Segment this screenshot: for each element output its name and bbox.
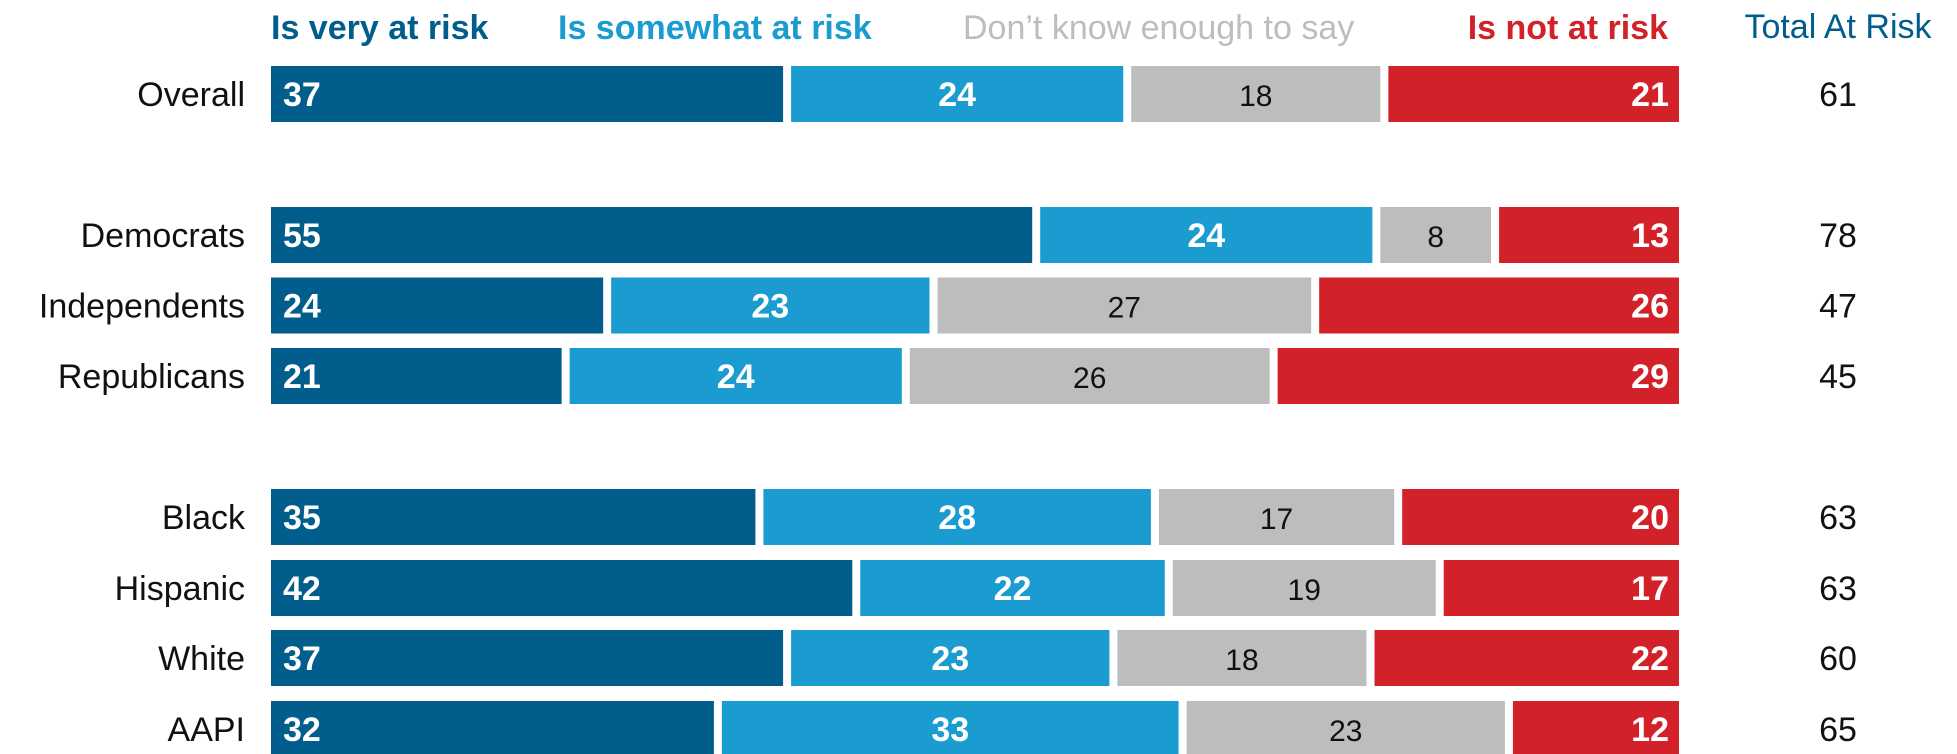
bar-segment — [271, 66, 784, 122]
total-value: 65 — [1819, 711, 1857, 749]
bar-segment — [1277, 348, 1679, 404]
bar-value-label: 26 — [1631, 288, 1669, 326]
bar-segment — [763, 489, 1151, 545]
bar-value-label: 35 — [283, 499, 321, 537]
bar-segment — [1117, 630, 1367, 686]
category-labels: Overall Democrats Independents Republicans B… — [39, 76, 246, 749]
bar-value-label: 19 — [1288, 574, 1321, 607]
bar-segment — [1499, 207, 1679, 263]
bar-segment — [611, 277, 930, 334]
bar-segment — [271, 489, 756, 545]
bar-value-label: 23 — [751, 288, 789, 326]
bar-value-label: 22 — [1631, 640, 1669, 678]
bar-segment — [1402, 489, 1679, 545]
bar-segment — [937, 277, 1312, 334]
bar-segment — [791, 630, 1110, 686]
total-value: 78 — [1819, 217, 1857, 255]
total-value: 63 — [1819, 570, 1857, 608]
bar-value-label: 24 — [283, 288, 321, 326]
legend-item-3: Is not at risk — [1468, 9, 1668, 47]
total-value: 60 — [1819, 640, 1857, 678]
category-label: AAPI — [168, 711, 245, 749]
bar-value-label: 18 — [1239, 80, 1272, 113]
bar-value-label: 8 — [1427, 221, 1444, 254]
bar-value-label: 24 — [1187, 217, 1225, 255]
bar-value-label: 37 — [283, 640, 321, 678]
bar-segment — [271, 630, 784, 686]
bar-segment — [721, 701, 1179, 754]
bar-segment — [1374, 630, 1679, 686]
category-label: Hispanic — [115, 570, 245, 608]
bar-segment — [860, 560, 1165, 616]
bar-value-label: 18 — [1225, 644, 1258, 677]
bar-value-label: 17 — [1260, 503, 1293, 536]
bar-segment — [1380, 207, 1492, 263]
bar-segment — [1443, 560, 1679, 616]
bar-segment — [1186, 701, 1505, 754]
total-value: 47 — [1819, 288, 1857, 326]
bar-value-label: 28 — [938, 499, 976, 537]
bar-segment — [1158, 489, 1395, 545]
bar-segment — [1512, 701, 1679, 754]
bar-segment — [271, 277, 604, 334]
bar-segment — [271, 348, 562, 404]
legend-item-1: Is somewhat at risk — [558, 9, 872, 47]
legend-item-0: Is very at risk — [271, 9, 488, 47]
bar-value-label: 22 — [994, 570, 1032, 608]
bar-value-label: 42 — [283, 570, 321, 608]
bars: 37 24 18 21 55 24 8 13 24 23 27 26 21 24 26 29 35 28 17 20 4… — [271, 66, 1679, 754]
bar-segment — [791, 66, 1124, 122]
bar-segment — [271, 207, 1033, 263]
bar-value-label: 21 — [283, 358, 321, 396]
bar-value-label: 32 — [283, 711, 321, 749]
bar-value-label: 23 — [931, 640, 969, 678]
bar-value-label: 24 — [938, 76, 976, 114]
bar-segment — [909, 348, 1270, 404]
bar-value-label: 20 — [1631, 499, 1669, 537]
bar-value-label: 29 — [1631, 358, 1669, 396]
bar-segment — [1131, 66, 1381, 122]
totals-header: Total At Risk — [1744, 8, 1932, 46]
bar-segment — [1388, 66, 1679, 122]
legend-item-2: Don’t know enough to say — [963, 9, 1354, 47]
bar-value-label: 37 — [283, 76, 321, 114]
bar-value-label: 27 — [1108, 292, 1141, 325]
total-value: 45 — [1819, 358, 1857, 396]
totals-column: 61 78 47 45 63 63 60 65 — [1819, 76, 1857, 749]
bar-value-label: 21 — [1631, 76, 1669, 114]
category-label: Black — [162, 499, 246, 537]
bar-value-label: 26 — [1073, 362, 1106, 395]
bar-segment — [271, 560, 853, 616]
bar-value-label: 33 — [931, 711, 969, 749]
legend: Is very at risk Is somewhat at risk Don’t … — [271, 8, 1933, 47]
bar-value-label: 13 — [1631, 217, 1669, 255]
total-value: 61 — [1819, 76, 1857, 114]
category-label: Overall — [137, 76, 245, 114]
category-label: White — [158, 640, 245, 678]
bar-segment — [1172, 560, 1436, 616]
category-label: Democrats — [81, 217, 245, 255]
bar-value-label: 17 — [1631, 570, 1669, 608]
bar-segment — [1319, 277, 1679, 334]
bar-segment — [271, 701, 714, 754]
category-label: Republicans — [58, 358, 245, 396]
bar-value-label: 12 — [1631, 711, 1669, 749]
bar-value-label: 23 — [1329, 715, 1362, 748]
category-label: Independents — [39, 288, 245, 326]
bar-value-label: 55 — [283, 217, 321, 255]
bar-segment — [569, 348, 902, 404]
bar-segment — [1040, 207, 1373, 263]
bar-value-label: 24 — [717, 358, 755, 396]
total-value: 63 — [1819, 499, 1857, 537]
